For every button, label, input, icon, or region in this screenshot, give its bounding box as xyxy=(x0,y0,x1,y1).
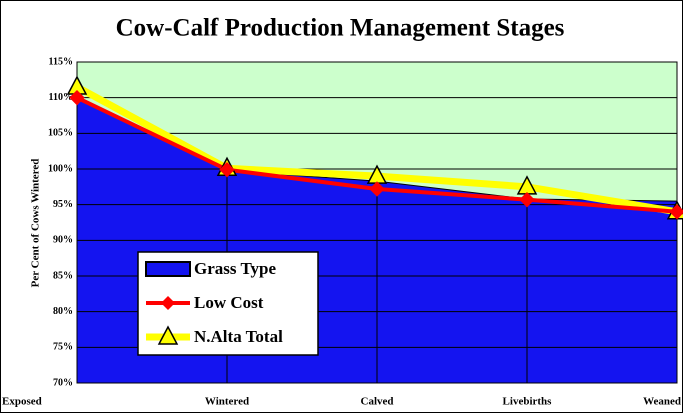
marker xyxy=(69,89,85,106)
y-tick-label: 80% xyxy=(53,306,73,317)
marker xyxy=(219,162,235,178)
x-tick-label: Calved xyxy=(361,396,394,408)
marker xyxy=(669,204,683,220)
x-tick-label: Weaned xyxy=(643,396,681,408)
marker xyxy=(519,191,535,208)
legend-label: N.Alta Total xyxy=(194,327,283,346)
y-tick-label: 85% xyxy=(53,270,73,281)
legend-label: Low Cost xyxy=(194,293,264,312)
y-tick-label: 95% xyxy=(53,199,73,210)
y-tick-label: 100% xyxy=(48,163,73,174)
y-tick-label: 105% xyxy=(48,128,73,139)
x-tick-label: Exposed xyxy=(2,396,42,408)
y-tick-label: 75% xyxy=(53,342,73,353)
y-tick-label: 115% xyxy=(49,56,73,67)
plot-frame xyxy=(76,61,678,384)
marker xyxy=(369,181,385,197)
y-tick-label: 90% xyxy=(53,235,73,246)
y-tick-label: 70% xyxy=(53,377,73,388)
y-axis-label: Per Cent of Cows Wintered xyxy=(30,159,42,288)
legend-label: Grass Type xyxy=(194,259,276,278)
legend-swatch xyxy=(145,261,191,277)
x-tick-label: Wintered xyxy=(205,396,249,408)
x-tick-label: Livebirths xyxy=(503,396,553,408)
legend-marker xyxy=(161,296,175,310)
chart-title: Cow-Calf Production Management Stages xyxy=(116,15,565,42)
legend-marker xyxy=(157,325,179,345)
y-tick-label: 110% xyxy=(49,92,73,103)
